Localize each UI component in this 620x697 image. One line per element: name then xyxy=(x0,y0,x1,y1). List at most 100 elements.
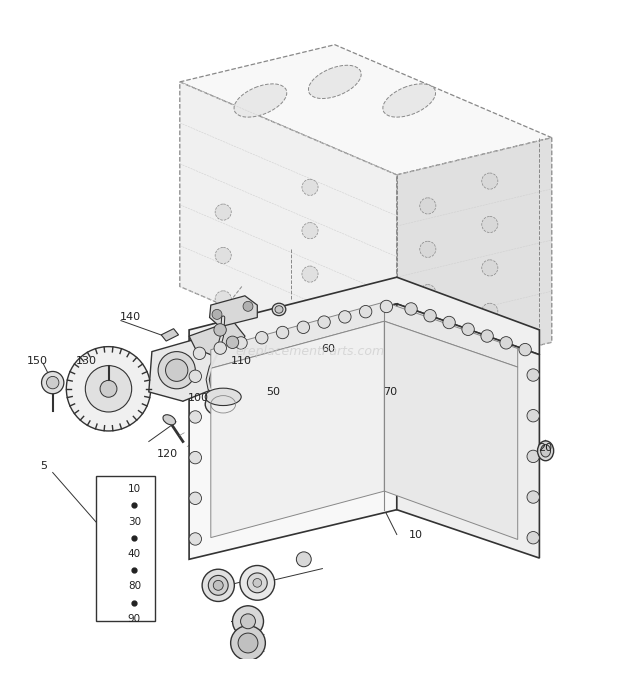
Circle shape xyxy=(462,323,474,335)
Circle shape xyxy=(214,342,226,354)
Polygon shape xyxy=(161,329,179,341)
Circle shape xyxy=(277,326,289,339)
Polygon shape xyxy=(211,321,384,537)
Circle shape xyxy=(405,302,417,315)
Text: 110: 110 xyxy=(231,356,252,366)
Circle shape xyxy=(318,316,330,328)
Circle shape xyxy=(481,330,494,342)
Circle shape xyxy=(240,565,275,600)
Circle shape xyxy=(232,606,264,637)
Circle shape xyxy=(189,452,202,464)
Circle shape xyxy=(420,198,436,214)
Circle shape xyxy=(339,311,351,323)
Text: 10: 10 xyxy=(128,484,141,494)
Circle shape xyxy=(443,316,455,329)
Circle shape xyxy=(235,337,247,349)
Polygon shape xyxy=(210,296,257,327)
Circle shape xyxy=(420,284,436,301)
Circle shape xyxy=(215,291,231,307)
Circle shape xyxy=(208,576,228,595)
Circle shape xyxy=(189,492,202,505)
Circle shape xyxy=(189,533,202,545)
Circle shape xyxy=(527,369,539,381)
Ellipse shape xyxy=(163,415,175,425)
Circle shape xyxy=(214,323,226,336)
Circle shape xyxy=(500,337,512,349)
Circle shape xyxy=(189,370,202,383)
Circle shape xyxy=(296,552,311,567)
Circle shape xyxy=(253,579,262,587)
Bar xyxy=(96,475,155,621)
Circle shape xyxy=(527,410,539,422)
Circle shape xyxy=(212,309,222,319)
Circle shape xyxy=(100,381,117,397)
Circle shape xyxy=(158,351,195,389)
Circle shape xyxy=(360,305,372,318)
Circle shape xyxy=(189,411,202,423)
Circle shape xyxy=(238,633,258,653)
Text: 20: 20 xyxy=(539,443,552,452)
Circle shape xyxy=(424,309,436,322)
Text: 5: 5 xyxy=(40,461,47,471)
Circle shape xyxy=(46,376,59,389)
Circle shape xyxy=(519,344,531,355)
Polygon shape xyxy=(384,321,518,539)
Ellipse shape xyxy=(538,441,554,461)
Circle shape xyxy=(380,300,392,313)
Circle shape xyxy=(215,204,231,220)
Circle shape xyxy=(166,359,188,381)
Circle shape xyxy=(482,260,498,276)
Circle shape xyxy=(247,573,267,592)
Ellipse shape xyxy=(234,84,287,117)
Text: 80: 80 xyxy=(128,581,141,591)
Circle shape xyxy=(302,222,318,239)
Ellipse shape xyxy=(383,84,436,117)
Ellipse shape xyxy=(275,306,283,313)
Circle shape xyxy=(302,266,318,282)
Circle shape xyxy=(527,491,539,503)
Circle shape xyxy=(193,347,206,360)
Circle shape xyxy=(255,332,268,344)
Circle shape xyxy=(482,217,498,233)
Text: 30: 30 xyxy=(128,516,141,527)
Circle shape xyxy=(527,450,539,463)
Text: 140: 140 xyxy=(120,312,141,323)
Circle shape xyxy=(297,321,309,333)
Ellipse shape xyxy=(205,388,241,406)
Circle shape xyxy=(482,303,498,319)
Polygon shape xyxy=(397,304,539,558)
Circle shape xyxy=(302,179,318,195)
Circle shape xyxy=(241,614,255,629)
Circle shape xyxy=(202,569,234,602)
Text: 100: 100 xyxy=(188,393,209,403)
Text: 130: 130 xyxy=(76,356,97,366)
Ellipse shape xyxy=(308,66,361,98)
Circle shape xyxy=(243,301,253,312)
Circle shape xyxy=(226,336,239,348)
Polygon shape xyxy=(189,277,539,356)
Text: 120: 120 xyxy=(157,449,178,459)
Text: 150: 150 xyxy=(27,356,48,366)
Text: 70: 70 xyxy=(384,387,397,397)
Ellipse shape xyxy=(272,303,286,316)
Circle shape xyxy=(86,366,131,412)
Text: 60: 60 xyxy=(322,344,335,353)
Ellipse shape xyxy=(205,392,241,417)
Circle shape xyxy=(231,626,265,660)
Polygon shape xyxy=(149,339,214,401)
Text: 10: 10 xyxy=(409,530,422,539)
Circle shape xyxy=(42,372,64,394)
Polygon shape xyxy=(180,45,552,175)
Circle shape xyxy=(527,532,539,544)
Polygon shape xyxy=(189,304,397,559)
Circle shape xyxy=(259,335,275,351)
Text: 40: 40 xyxy=(128,549,141,559)
Circle shape xyxy=(215,247,231,263)
Circle shape xyxy=(482,173,498,189)
Ellipse shape xyxy=(541,445,551,457)
Text: ereplacementParts.com: ereplacementParts.com xyxy=(236,345,384,358)
Text: 90: 90 xyxy=(128,614,141,624)
Circle shape xyxy=(213,581,223,590)
Circle shape xyxy=(420,241,436,257)
Polygon shape xyxy=(211,302,518,368)
